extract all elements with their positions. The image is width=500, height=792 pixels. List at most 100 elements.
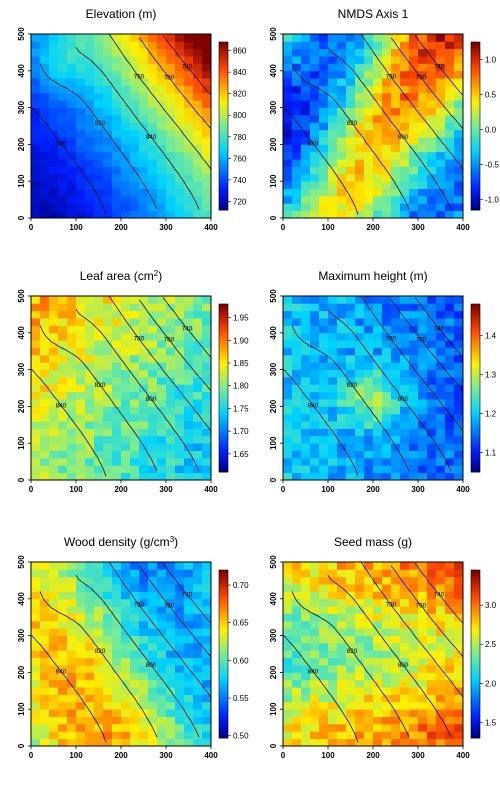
heatmap-cell <box>382 443 392 451</box>
heatmap-cell <box>94 628 104 636</box>
heatmap-cell <box>94 151 104 160</box>
heatmap-cell <box>148 709 158 717</box>
heatmap-cell <box>454 310 464 319</box>
colorbar-swatch <box>471 326 480 330</box>
heatmap-cell <box>112 562 122 570</box>
heatmap-cell <box>445 159 455 167</box>
heatmap-cell <box>301 151 311 160</box>
heatmap-cell <box>301 159 311 167</box>
heatmap-cell <box>436 716 446 725</box>
heatmap-cell <box>310 716 320 725</box>
colorbar-swatch <box>471 673 480 677</box>
heatmap-cell <box>346 347 356 356</box>
heatmap-cell <box>157 472 167 481</box>
heatmap-cell <box>40 576 50 585</box>
heatmap-cell <box>445 347 455 356</box>
heatmap-cell <box>319 70 329 79</box>
heatmap-cell <box>175 159 185 167</box>
heatmap-cell <box>400 340 410 348</box>
heatmap-cell <box>202 85 212 94</box>
heatmap-cell <box>445 399 455 407</box>
heatmap-cell <box>337 738 347 747</box>
heatmap-cell <box>454 137 464 145</box>
heatmap-cell <box>31 114 41 123</box>
heatmap-cell <box>337 435 347 444</box>
heatmap-cell <box>184 598 194 607</box>
heatmap-cell <box>85 443 95 451</box>
heatmap-cell <box>454 210 464 219</box>
heatmap-cell <box>283 443 293 451</box>
heatmap-cell <box>301 591 311 600</box>
heatmap-cell <box>292 70 302 79</box>
heatmap-cell <box>283 562 293 570</box>
heatmap-cell <box>157 303 167 312</box>
heatmap-cell <box>373 450 383 459</box>
heatmap-cell <box>130 369 140 378</box>
heatmap-cell <box>31 354 41 363</box>
heatmap-cell <box>283 384 293 393</box>
heatmap-cell <box>193 628 203 636</box>
colorbar-swatch <box>219 98 228 102</box>
heatmap-cell <box>85 665 95 673</box>
heatmap-cell <box>49 41 59 50</box>
heatmap-cell <box>202 650 212 659</box>
heatmap-cell <box>202 34 212 42</box>
heatmap-cell <box>166 144 176 153</box>
heatmap-cell <box>58 340 68 348</box>
heatmap-cell <box>40 122 50 131</box>
heatmap-cell <box>121 376 131 385</box>
x-tick-label: 400 <box>204 223 218 232</box>
heatmap-cell <box>103 406 113 415</box>
heatmap-cell <box>355 354 365 363</box>
heatmap-cell <box>427 731 437 740</box>
heatmap-cell <box>391 620 401 629</box>
heatmap-cell <box>418 709 428 717</box>
colorbar-swatch <box>219 379 228 383</box>
heatmap-cell <box>301 188 311 197</box>
heatmap-cell <box>112 635 122 644</box>
colorbar-swatch <box>471 89 480 93</box>
heatmap-cell <box>130 188 140 197</box>
heatmap-cell <box>427 687 437 695</box>
heatmap-cell <box>283 210 293 219</box>
heatmap-cell <box>85 613 95 622</box>
heatmap-cell <box>283 78 293 86</box>
heatmap-cell <box>319 173 329 182</box>
heatmap-cell <box>67 562 77 570</box>
colorbar-swatch <box>471 609 480 613</box>
heatmap-cell <box>130 738 140 747</box>
heatmap-cell <box>193 406 203 415</box>
heatmap-cell <box>184 391 194 400</box>
heatmap-cell <box>130 413 140 422</box>
heatmap-cell <box>67 100 77 108</box>
colorbar-tick-label: 720 <box>233 197 247 206</box>
colorbar-swatch <box>219 581 228 585</box>
heatmap-cell <box>40 63 50 72</box>
heatmap-cell <box>319 709 329 717</box>
colorbar-swatch <box>471 402 480 406</box>
heatmap-cell <box>301 114 311 123</box>
heatmap-cell <box>103 723 113 732</box>
heatmap-cell <box>157 450 167 459</box>
heatmap-cell <box>454 48 464 57</box>
heatmap-cell <box>454 562 464 570</box>
heatmap-cell <box>175 650 185 659</box>
heatmap-cell <box>409 85 419 94</box>
heatmap-cell <box>112 181 122 189</box>
heatmap-cell <box>292 151 302 160</box>
heatmap-cell <box>130 144 140 153</box>
heatmap-cell <box>148 303 158 312</box>
heatmap-cell <box>175 362 185 370</box>
heatmap-cell <box>121 716 131 725</box>
heatmap-cell <box>364 56 374 64</box>
heatmap-cell <box>85 122 95 131</box>
heatmap-cell <box>301 731 311 740</box>
heatmap-cell <box>400 620 410 629</box>
heatmap-cell <box>382 369 392 378</box>
heatmap-cell <box>445 628 455 636</box>
colorbar-swatch <box>219 173 228 177</box>
heatmap-cell <box>76 354 86 363</box>
heatmap-cell <box>148 210 158 219</box>
contour-line <box>390 37 464 130</box>
colorbar-swatch <box>219 609 228 613</box>
